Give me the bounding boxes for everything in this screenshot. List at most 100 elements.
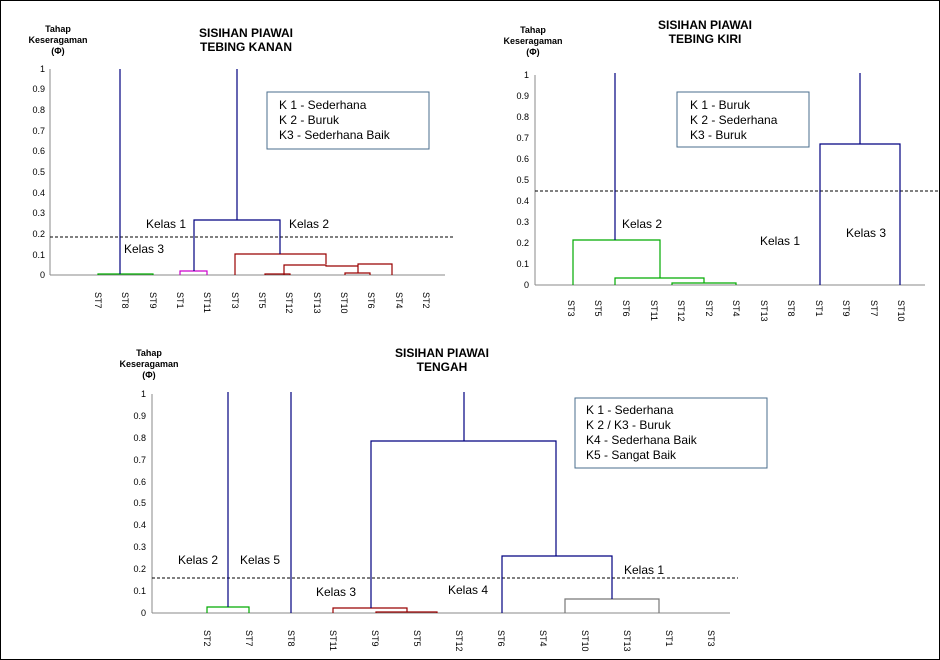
panel3-leaf: ST8 [286, 630, 296, 647]
panel2-leaf: ST4 [731, 300, 741, 317]
panel1-link [264, 273, 291, 275]
panel1-link [97, 273, 154, 275]
panel-tebing-kanan: SISIHAN PIAWAI TEBING KANAN Tahap Kesera… [28, 24, 455, 314]
panel1-leaf: ST5 [257, 292, 267, 309]
panel3-legend: K 1 - Sederhana K 2 / K3 - Buruk K4 - Se… [574, 397, 768, 469]
panel2-title-line2: TEBING KIRI [669, 32, 742, 46]
panel2-ytick: 0.7 [516, 133, 529, 143]
panel2-legend-box [676, 91, 810, 148]
panel1-class-label: Kelas 2 [289, 217, 329, 231]
panel1-ytick: 0.5 [32, 167, 45, 177]
panel2-ytick: 0.8 [516, 112, 529, 122]
panel2-dendrogram-links [572, 73, 901, 285]
panel1-link [283, 264, 358, 275]
panel3-ytick: 0.2 [133, 564, 146, 574]
panel1-leaf: ST2 [421, 292, 431, 309]
panel3-legend-item: K 1 - Sederhana [586, 403, 674, 417]
panel3-dendrogram-links [206, 392, 660, 613]
panel2-legend-item: K 2 - Sederhana [690, 113, 778, 127]
panel1-ylabel-line1: Tahap [45, 24, 71, 34]
panel1-ytick: 0.9 [32, 84, 45, 94]
panel3-leaf: ST2 [202, 630, 212, 647]
panel3-ytick: 0.9 [133, 411, 146, 421]
panel3-link [206, 606, 250, 613]
panel3-link [332, 607, 408, 613]
panel1-ytick: 0.7 [32, 126, 45, 136]
panel3-leaf: ST11 [328, 630, 338, 651]
panel2-ytick: 0.4 [516, 196, 529, 206]
panel1-leaf: ST10 [339, 292, 349, 314]
panel3-leaf: ST6 [496, 630, 506, 647]
panel1-ytick: 0.8 [32, 105, 45, 115]
panel1-legend-item: K 2 - Buruk [279, 113, 340, 127]
panel2-legend: K 1 - Buruk K 2 - Sederhana K3 - Buruk [676, 91, 810, 148]
panel1-leaf: ST11 [202, 292, 212, 313]
panel3-leaf: ST3 [706, 630, 716, 647]
panel2-leaf: ST10 [896, 300, 906, 322]
panel3-y-ticks: 0 0.1 0.2 0.3 0.4 0.5 0.6 0.7 0.8 0.9 1 [133, 389, 146, 618]
panel3-leaf: ST10 [580, 630, 590, 652]
panel2-ytick: 0.2 [516, 238, 529, 248]
panel1-ylabel-line3: (Φ) [51, 46, 64, 56]
panel2-class-label: Kelas 1 [760, 234, 800, 248]
panel3-leaf: ST12 [454, 630, 464, 652]
panel2-link [819, 143, 901, 285]
panel2-class-label: Kelas 2 [622, 217, 662, 231]
panel2-ytick: 0.9 [516, 91, 529, 101]
panel3-leaf: ST13 [622, 630, 632, 652]
panel-tebing-kiri: SISIHAN PIAWAI TEBING KIRI Tahap Keserag… [503, 18, 938, 322]
panel3-leaf: ST1 [664, 630, 674, 647]
panel1-link [179, 270, 208, 275]
panel2-leaf: ST8 [786, 300, 796, 317]
panel3-leaf: ST5 [412, 630, 422, 647]
panel1-dendrogram-links [97, 69, 393, 275]
panel2-ytick: 0.3 [516, 217, 529, 227]
panel3-ytick: 0.1 [133, 586, 146, 596]
panel1-leaf: ST7 [93, 292, 103, 309]
panel2-link [572, 239, 661, 285]
panel1-legend: K 1 - Sederhana K 2 - Buruk K3 - Sederha… [266, 91, 430, 150]
panel1-leaf: ST9 [148, 292, 158, 309]
panel1-ytick: 0.1 [32, 250, 45, 260]
panel2-ylabel-line3: (Φ) [526, 47, 539, 57]
panel2-ylabel-line2: Keseragaman [503, 36, 562, 46]
panel2-leaf-labels: ST3 ST5 ST6 ST11 ST12 ST2 ST4 ST13 ST8 S… [566, 300, 906, 322]
panel1-ytick: 1 [40, 64, 45, 74]
panel2-leaf: ST7 [869, 300, 879, 317]
panel2-leaf: ST3 [566, 300, 576, 317]
panel1-leaf: ST8 [120, 292, 130, 309]
panel1-class-label: Kelas 1 [146, 217, 186, 231]
panel3-ytick: 0.7 [133, 455, 146, 465]
panel3-class-label: Kelas 3 [316, 585, 356, 599]
panel1-y-ticks: 0 0.1 0.2 0.3 0.4 0.5 0.6 0.7 0.8 0.9 1 [32, 64, 45, 280]
panel1-legend-item: K3 - Sederhana Baik [279, 128, 391, 142]
panel3-class-label: Kelas 1 [624, 563, 664, 577]
panel2-leaf: ST9 [841, 300, 851, 317]
panel3-leaf-labels: ST2 ST7 ST8 ST11 ST9 ST5 ST12 ST6 ST4 ST… [202, 630, 716, 652]
panel3-legend-item: K4 - Sederhana Baik [586, 433, 698, 447]
panel-tengah: SISIHAN PIAWAI TENGAH Tahap Keseragaman … [119, 346, 768, 652]
panel1-leaf: ST13 [312, 292, 322, 314]
panel3-ylabel-line2: Keseragaman [119, 359, 178, 369]
panel3-class-label: Kelas 4 [448, 583, 488, 597]
panel2-class-label: Kelas 3 [846, 226, 886, 240]
panel3-class-label: Kelas 2 [178, 553, 218, 567]
panel3-title-line1: SISIHAN PIAWAI [395, 346, 489, 360]
panel2-ytick: 0 [524, 280, 529, 290]
panel3-ylabel-line3: (Φ) [142, 370, 155, 380]
panel1-leaf: ST1 [175, 292, 185, 309]
panel3-link [564, 598, 660, 613]
panel3-leaf: ST7 [244, 630, 254, 647]
panel1-ytick: 0.4 [32, 188, 45, 198]
panel1-title-line2: TEBING KANAN [200, 40, 292, 54]
panel2-legend-item: K 1 - Buruk [690, 98, 751, 112]
panel3-class-label: Kelas 5 [240, 553, 280, 567]
panel1-ytick: 0.3 [32, 208, 45, 218]
panel1-legend-box [266, 91, 430, 150]
panel3-ytick: 0.5 [133, 498, 146, 508]
panel2-ytick: 0.1 [516, 259, 529, 269]
panel3-ytick: 0.3 [133, 542, 146, 552]
panel3-legend-item: K5 - Sangat Baik [586, 448, 677, 462]
panel1-ytick: 0.2 [32, 229, 45, 239]
